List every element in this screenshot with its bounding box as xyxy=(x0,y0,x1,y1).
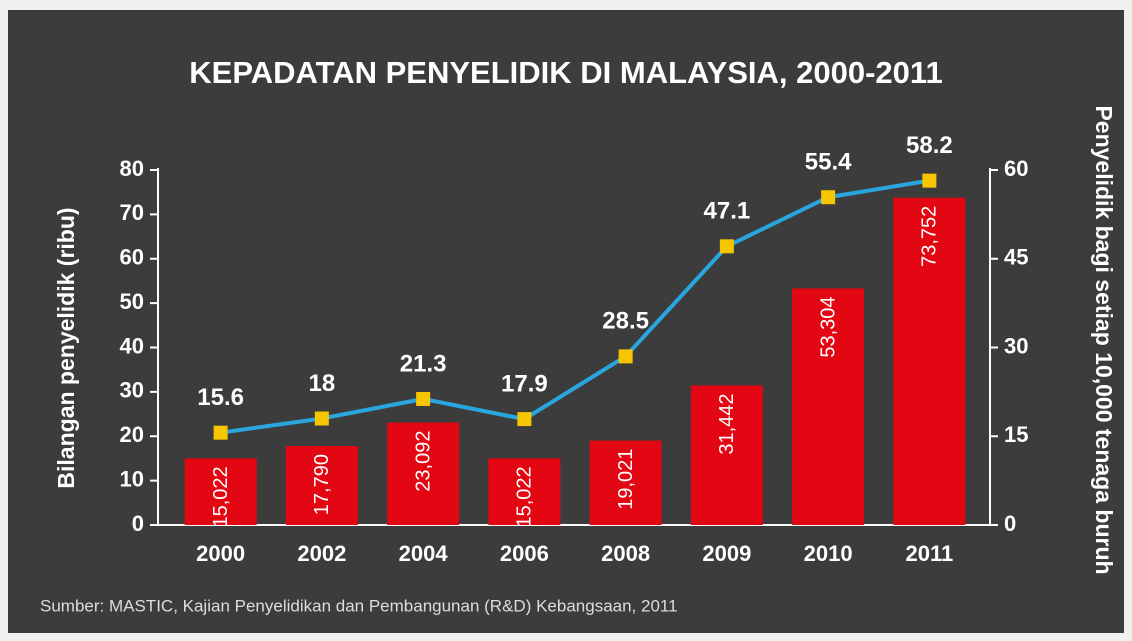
marker xyxy=(213,425,228,440)
y-axis-label: Bilangan penyelidik (ribu) xyxy=(53,207,79,488)
point-label: 28.5 xyxy=(602,308,649,335)
bar-label: 73,752 xyxy=(919,206,941,267)
bar-label: 19,021 xyxy=(615,449,637,510)
marker xyxy=(922,173,937,188)
point-label: 47.1 xyxy=(704,198,751,225)
y-tick-label: 20 xyxy=(120,422,144,447)
x-tick-label: 2010 xyxy=(804,541,853,566)
point-label: 18 xyxy=(309,370,336,397)
marker xyxy=(517,412,532,427)
bar-label: 15,022 xyxy=(210,466,232,527)
marker xyxy=(821,190,836,205)
y-tick-label: 60 xyxy=(120,245,144,270)
bar-label: 53,304 xyxy=(817,296,839,357)
y-tick-label: 40 xyxy=(120,333,144,358)
bar xyxy=(690,385,763,525)
point-label: 17.9 xyxy=(501,370,548,397)
bar xyxy=(184,458,257,525)
y-tick-label: 10 xyxy=(120,466,144,491)
x-tick-label: 2000 xyxy=(196,541,245,566)
y2-tick-label: 30 xyxy=(1004,333,1028,358)
bar xyxy=(792,288,865,525)
bar xyxy=(285,446,358,525)
x-tick-label: 2009 xyxy=(702,541,751,566)
y2-tick-label: 60 xyxy=(1004,156,1028,181)
source: Sumber: MASTIC, Kajian Penyelidikan dan … xyxy=(40,596,678,615)
x-tick-label: 2011 xyxy=(906,541,954,566)
point-label: 55.4 xyxy=(805,149,852,176)
bar-label: 17,790 xyxy=(311,454,333,515)
x-tick-label: 2002 xyxy=(297,541,346,566)
marker xyxy=(719,239,734,254)
x-tick-label: 2008 xyxy=(601,541,650,566)
bar-label: 31,442 xyxy=(716,393,738,454)
y2-tick-label: 15 xyxy=(1004,422,1028,447)
y-tick-label: 30 xyxy=(120,378,144,403)
y2-tick-label: 45 xyxy=(1004,245,1028,270)
marker xyxy=(618,349,633,364)
bar-label: 15,022 xyxy=(514,466,536,527)
point-label: 58.2 xyxy=(906,132,953,159)
y-tick-label: 0 xyxy=(132,511,144,536)
y-tick-label: 50 xyxy=(120,289,144,314)
chart-title: KEPADATAN PENYELIDIK DI MALAYSIA, 2000-2… xyxy=(189,55,942,90)
bar xyxy=(589,440,662,525)
point-label: 15.6 xyxy=(197,384,244,411)
y2-axis-label: Penyelidik bagi setiap 10,000 tenaga bur… xyxy=(1091,105,1117,574)
y-tick-label: 80 xyxy=(120,156,144,181)
bar xyxy=(488,458,561,525)
y-tick-label: 70 xyxy=(120,200,144,225)
bar xyxy=(387,422,460,525)
point-label: 21.3 xyxy=(400,350,447,377)
marker xyxy=(416,391,431,406)
line xyxy=(220,178,930,435)
x-tick-label: 2004 xyxy=(399,541,449,566)
bar-label: 23,092 xyxy=(412,431,434,492)
bar xyxy=(893,197,966,525)
y2-tick-label: 0 xyxy=(1004,511,1016,536)
x-tick-label: 2006 xyxy=(500,541,549,566)
marker xyxy=(314,411,329,426)
